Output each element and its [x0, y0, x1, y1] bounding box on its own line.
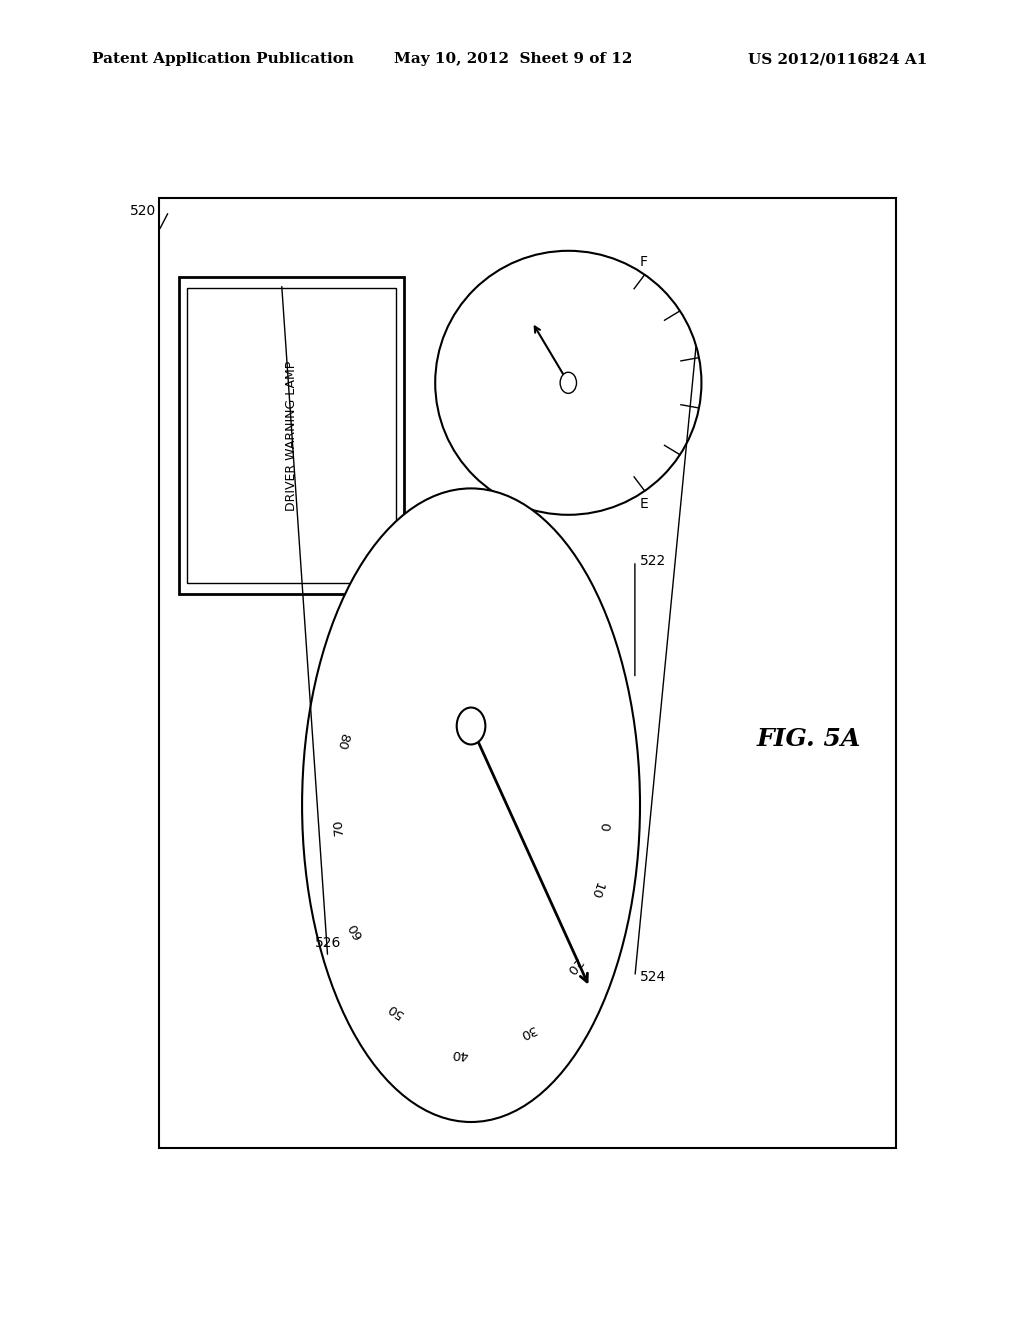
Text: US 2012/0116824 A1: US 2012/0116824 A1 [748, 53, 927, 66]
Text: 524: 524 [640, 970, 667, 983]
FancyBboxPatch shape [179, 277, 404, 594]
Circle shape [560, 372, 577, 393]
Text: 10: 10 [587, 880, 605, 900]
Text: 70: 70 [331, 818, 346, 836]
Text: 522: 522 [640, 554, 667, 568]
FancyBboxPatch shape [159, 198, 896, 1148]
Text: 526: 526 [314, 936, 341, 950]
Text: FIG. 5A: FIG. 5A [757, 727, 861, 751]
Text: 80: 80 [334, 731, 351, 750]
Text: Patent Application Publication: Patent Application Publication [92, 53, 354, 66]
Text: 50: 50 [384, 999, 406, 1020]
Ellipse shape [435, 251, 701, 515]
Circle shape [457, 708, 485, 744]
Text: E: E [639, 496, 648, 511]
Text: 30: 30 [517, 1022, 538, 1041]
Text: F: F [640, 255, 647, 269]
Text: 20: 20 [562, 954, 584, 977]
Text: 60: 60 [346, 920, 366, 941]
Text: DRIVER WARNING LAMP: DRIVER WARNING LAMP [286, 360, 298, 511]
Text: 520: 520 [130, 203, 157, 218]
Text: May 10, 2012  Sheet 9 of 12: May 10, 2012 Sheet 9 of 12 [394, 53, 633, 66]
FancyBboxPatch shape [187, 288, 396, 583]
Text: 0: 0 [597, 822, 610, 832]
Ellipse shape [302, 488, 640, 1122]
Text: 40: 40 [451, 1047, 468, 1061]
